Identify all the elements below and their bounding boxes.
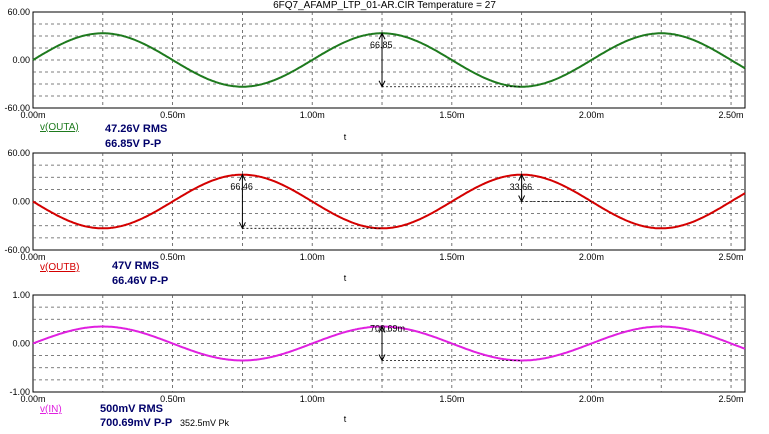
x-tick-label: 1.50m bbox=[439, 252, 464, 262]
measure-value: 66.46 bbox=[230, 182, 253, 192]
rms-outa: 47.26V RMS bbox=[105, 123, 168, 135]
y-tick-label: -60.00 bbox=[4, 245, 30, 255]
measure-value: 33.66 bbox=[510, 182, 533, 192]
pp-outa: 66.85V P-P bbox=[105, 138, 162, 150]
trace-label-in[interactable]: v(IN) bbox=[40, 404, 62, 415]
x-axis-label: t bbox=[344, 132, 347, 142]
trace-label-outb[interactable]: v(OUTB) bbox=[40, 262, 80, 273]
x-tick-label: 2.50m bbox=[719, 110, 744, 120]
y-tick-label: 1.00 bbox=[12, 290, 30, 300]
rms-in: 500mV RMS bbox=[100, 403, 163, 415]
x-tick-label: 0.00m bbox=[20, 252, 45, 262]
x-tick-label: 1.00m bbox=[300, 394, 325, 404]
y-tick-label: 0.00 bbox=[12, 197, 30, 207]
x-tick-label: 0.00m bbox=[20, 110, 45, 120]
x-tick-label: 0.50m bbox=[160, 252, 185, 262]
x-tick-label: 0.50m bbox=[160, 394, 185, 404]
arrow-up bbox=[378, 325, 386, 333]
waveform-v(IN) bbox=[32, 325, 746, 362]
x-axis-label: t bbox=[344, 414, 347, 424]
x-tick-label: 0.00m bbox=[20, 394, 45, 404]
measure-value: 66.85 bbox=[370, 40, 393, 50]
pp-outb: 66.46V P-P bbox=[112, 275, 169, 287]
chart-title: 6FQ7_AFAMP_LTP_01-AR.CIR Temperature = 2… bbox=[273, 0, 496, 11]
y-tick-label: 0.00 bbox=[12, 339, 30, 349]
x-axis-label: t bbox=[344, 273, 347, 283]
x-tick-label: 2.50m bbox=[719, 394, 744, 404]
x-tick-label: 2.00m bbox=[579, 110, 604, 120]
x-tick-label: 2.00m bbox=[579, 394, 604, 404]
rms-outb: 47V RMS bbox=[112, 260, 160, 272]
y-tick-label: 0.00 bbox=[12, 55, 30, 65]
waveform-v(OUTB) bbox=[32, 173, 746, 230]
x-tick-label: 1.50m bbox=[439, 110, 464, 120]
pp-in: 700.69mV P-P bbox=[100, 417, 173, 429]
x-tick-label: 1.00m bbox=[300, 110, 325, 120]
y-tick-label: -60.00 bbox=[4, 103, 30, 113]
y-tick-label: 60.00 bbox=[7, 7, 30, 17]
arrow-down bbox=[518, 195, 526, 203]
arrow-up bbox=[378, 32, 386, 40]
y-tick-label: 60.00 bbox=[7, 148, 30, 158]
y-tick-label: -1.00 bbox=[9, 387, 30, 397]
x-tick-label: 2.50m bbox=[719, 252, 744, 262]
waveform-v(OUTA) bbox=[32, 32, 746, 88]
measure-value: 700.69m bbox=[370, 324, 405, 334]
arrow-up bbox=[238, 173, 246, 181]
x-tick-label: 1.50m bbox=[439, 394, 464, 404]
x-tick-label: 1.00m bbox=[300, 252, 325, 262]
trace-label-outa[interactable]: v(OUTA) bbox=[40, 122, 79, 133]
x-tick-label: 0.50m bbox=[160, 110, 185, 120]
peak-in: 352.5mV Pk bbox=[180, 418, 230, 428]
x-tick-label: 2.00m bbox=[579, 252, 604, 262]
arrow-up bbox=[518, 173, 526, 181]
